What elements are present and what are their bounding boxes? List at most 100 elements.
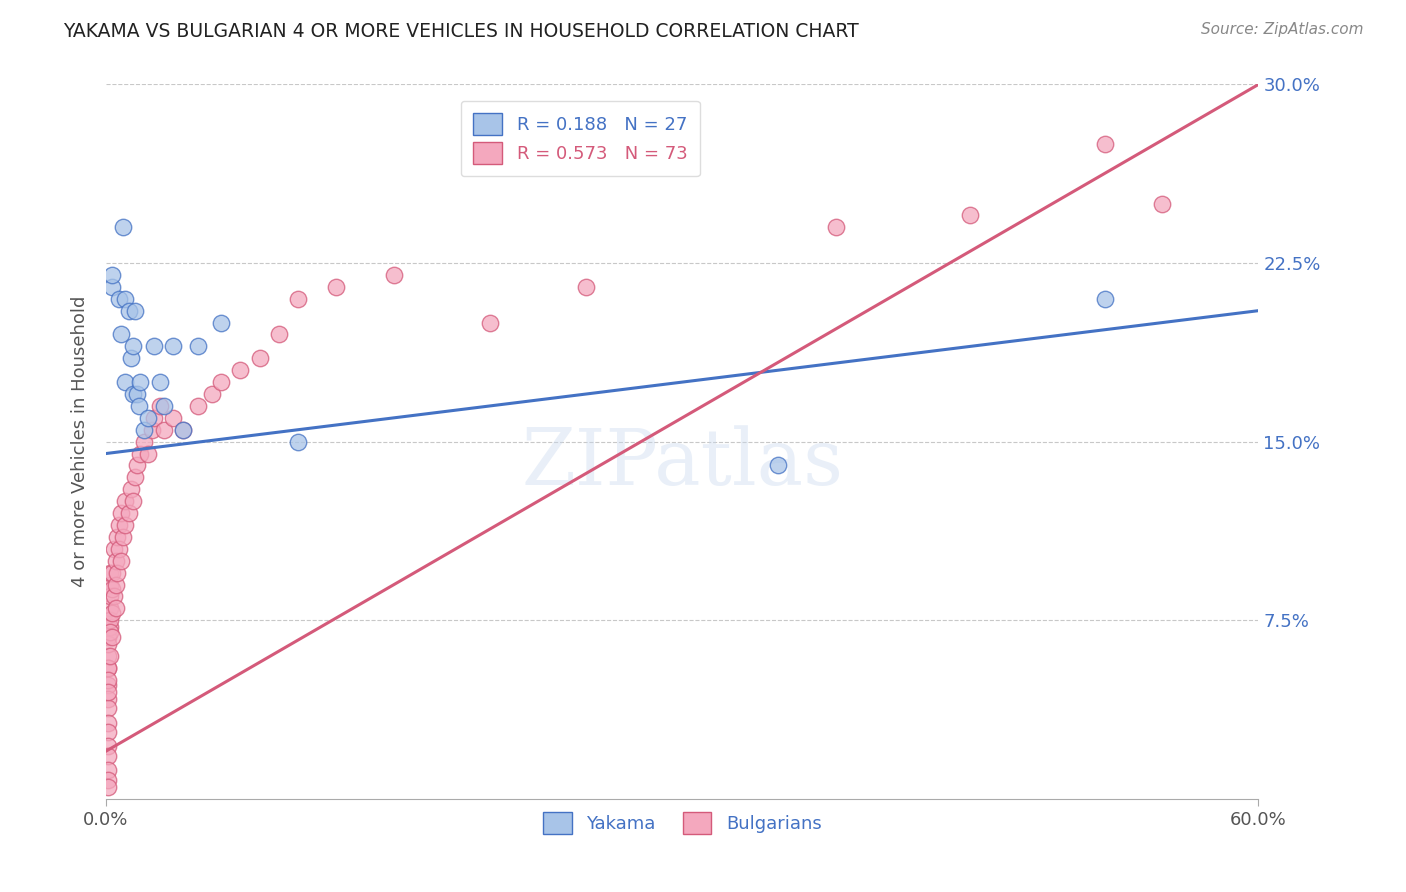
Point [97,715,120,730]
Point [103,541,125,556]
Point [162,410,184,425]
Point [382,268,405,282]
Point [129,375,152,389]
Point [100,582,122,597]
Point [97,677,120,691]
Point [118,506,141,520]
Point [136,446,159,460]
Point [100,630,122,644]
Point [142,339,165,353]
Point [98,601,121,615]
Point [107,566,129,580]
Point [209,316,232,330]
Point [104,554,127,568]
Point [134,434,156,449]
Point [200,387,222,401]
Point [575,280,598,294]
Point [108,518,131,533]
Point [97,661,120,675]
Y-axis label: 4 or more Vehicles in Household: 4 or more Vehicles in Household [72,296,89,587]
Point [97,684,120,698]
Point [287,292,309,306]
Point [114,292,136,306]
Point [114,494,136,508]
Point [172,423,194,437]
Point [97,673,120,687]
Point [108,541,131,556]
Point [103,590,125,604]
Point [97,725,120,739]
Point [249,351,271,366]
Point [100,280,122,294]
Point [152,423,174,437]
Point [125,387,148,401]
Point [1094,136,1116,151]
Point [98,625,121,640]
Point [267,327,290,342]
Point [97,749,120,764]
Point [110,506,132,520]
Point [98,566,121,580]
Point [149,399,172,413]
Point [108,292,131,306]
Point [100,606,122,620]
Point [97,764,120,778]
Point [136,410,159,425]
Point [97,772,120,787]
Point [287,434,309,449]
Point [1152,196,1174,211]
Point [141,423,163,437]
Point [97,637,120,651]
Point [325,280,347,294]
Text: ZIPatlas: ZIPatlas [522,425,844,501]
Point [97,648,120,663]
Point [100,566,122,580]
Point [209,375,232,389]
Point [120,483,142,497]
Point [98,648,121,663]
Legend: Yakama, Bulgarians: Yakama, Bulgarians [534,804,831,844]
Text: Source: ZipAtlas.com: Source: ZipAtlas.com [1201,22,1364,37]
Point [121,339,143,353]
Point [229,363,252,377]
Point [110,327,132,342]
Point [107,530,129,544]
Point [97,739,120,754]
Point [824,220,846,235]
Point [97,613,120,627]
Point [97,780,120,794]
Point [172,423,194,437]
Point [479,316,502,330]
Point [134,423,156,437]
Point [121,494,143,508]
Point [104,577,127,591]
Point [114,375,136,389]
Point [128,399,150,413]
Point [110,554,132,568]
Point [97,701,120,715]
Point [97,630,120,644]
Point [120,351,142,366]
Point [97,691,120,706]
Point [768,458,790,473]
Point [142,410,165,425]
Point [959,208,981,222]
Point [97,661,120,675]
Point [98,590,121,604]
Point [1094,292,1116,306]
Point [112,530,135,544]
Point [187,339,209,353]
Point [98,577,121,591]
Point [124,470,146,484]
Point [149,375,172,389]
Point [98,613,121,627]
Point [118,303,141,318]
Point [129,446,152,460]
Point [104,601,127,615]
Point [100,268,122,282]
Point [125,458,148,473]
Point [152,399,174,413]
Point [112,220,135,235]
Point [114,518,136,533]
Point [124,303,146,318]
